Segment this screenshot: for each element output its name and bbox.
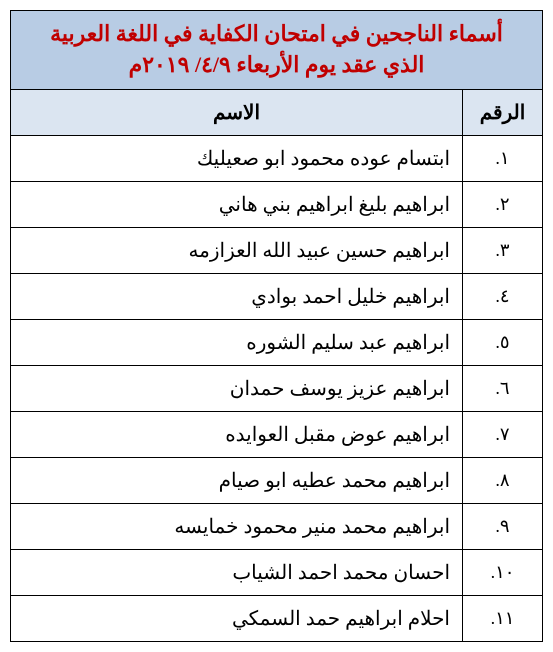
row-name: احسان محمد احمد الشياب: [11, 549, 463, 595]
table-row: .٥ابراهيم عبد سليم الشوره: [11, 319, 543, 365]
row-number: .١٠: [463, 549, 543, 595]
row-name: ابراهيم محمد عطيه ابو صيام: [11, 457, 463, 503]
row-number: .٥: [463, 319, 543, 365]
row-name: ابراهيم عوض مقبل العوايده: [11, 411, 463, 457]
row-number: .٦: [463, 365, 543, 411]
row-name: ابراهيم عزيز يوسف حمدان: [11, 365, 463, 411]
results-table: أسماء الناجحين في امتحان الكفاية في اللغ…: [10, 10, 543, 642]
header-number: الرقم: [463, 89, 543, 135]
row-name: ابراهيم خليل احمد بوادي: [11, 273, 463, 319]
row-number: .٢: [463, 181, 543, 227]
table-row: .١٠احسان محمد احمد الشياب: [11, 549, 543, 595]
row-number: .١: [463, 135, 543, 181]
title-line2: الذي عقد يوم الأربعاء ٤/٩/ ٢٠١٩م: [129, 52, 425, 77]
row-name: ابراهيم حسين عبيد الله العزازمه: [11, 227, 463, 273]
row-number: .٣: [463, 227, 543, 273]
table-row: .٢ابراهيم بليغ ابراهيم بني هاني: [11, 181, 543, 227]
results-table-container: أسماء الناجحين في امتحان الكفاية في اللغ…: [10, 10, 543, 642]
row-number: .١١: [463, 595, 543, 641]
table-row: .٦ابراهيم عزيز يوسف حمدان: [11, 365, 543, 411]
table-row: .١ابتسام عوده محمود ابو صعيليك: [11, 135, 543, 181]
title-row: أسماء الناجحين في امتحان الكفاية في اللغ…: [11, 11, 543, 90]
table-row: .٤ابراهيم خليل احمد بوادي: [11, 273, 543, 319]
table-row: .٣ابراهيم حسين عبيد الله العزازمه: [11, 227, 543, 273]
table-row: .٩ابراهيم محمد منير محمود خمايسه: [11, 503, 543, 549]
title-line1: أسماء الناجحين في امتحان الكفاية في اللغ…: [50, 21, 503, 46]
table-row: .٧ابراهيم عوض مقبل العوايده: [11, 411, 543, 457]
row-number: .٨: [463, 457, 543, 503]
table-title: أسماء الناجحين في امتحان الكفاية في اللغ…: [11, 11, 543, 90]
header-row: الرقم الاسم: [11, 89, 543, 135]
row-name: ابراهيم عبد سليم الشوره: [11, 319, 463, 365]
header-name: الاسم: [11, 89, 463, 135]
table-row: .١١احلام ابراهيم حمد السمكي: [11, 595, 543, 641]
row-name: ابتسام عوده محمود ابو صعيليك: [11, 135, 463, 181]
row-number: .٧: [463, 411, 543, 457]
row-number: .٩: [463, 503, 543, 549]
table-body: .١ابتسام عوده محمود ابو صعيليك.٢ابراهيم …: [11, 135, 543, 641]
row-name: ابراهيم محمد منير محمود خمايسه: [11, 503, 463, 549]
table-row: .٨ابراهيم محمد عطيه ابو صيام: [11, 457, 543, 503]
row-name: ابراهيم بليغ ابراهيم بني هاني: [11, 181, 463, 227]
row-number: .٤: [463, 273, 543, 319]
row-name: احلام ابراهيم حمد السمكي: [11, 595, 463, 641]
